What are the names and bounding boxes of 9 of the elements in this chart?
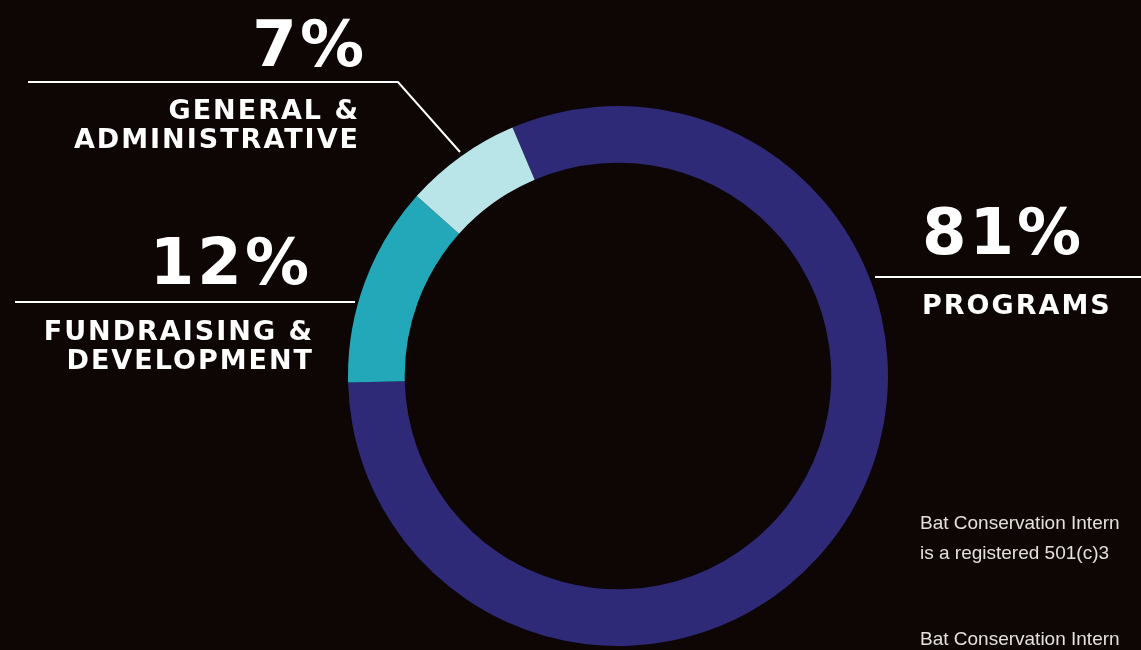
data-label: 81%: [922, 195, 1085, 269]
slice-label: PROGRAMS: [922, 289, 1112, 320]
slice-label: FUNDRAISING & DEVELOPMENT: [42, 315, 314, 375]
text: Bat Conservation Intern: [920, 628, 1120, 650]
text: Bat Conservation Intern: [920, 512, 1120, 534]
data-label: 7%: [252, 7, 367, 81]
text: is a registered 501(c)3: [920, 542, 1110, 564]
data-label: 12%: [149, 225, 312, 299]
slice-label: GENERAL & ADMINISTRATIVE: [72, 94, 360, 154]
